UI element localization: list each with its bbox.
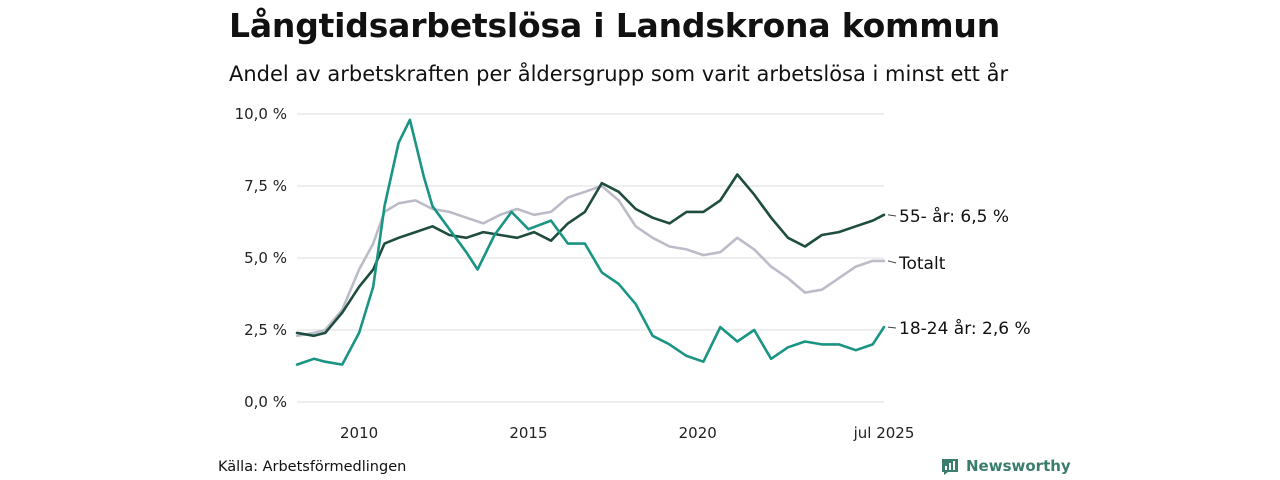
y-tick-label: 2,5 %	[244, 321, 287, 339]
x-tick-label: jul 2025	[853, 424, 915, 442]
brand-logo[interactable]: Newsworthy	[940, 456, 1071, 476]
x-axis-tick-labels: 2010 2015 2020 jul 2025	[340, 424, 914, 442]
chart-subtitle: Andel av arbetskraften per åldersgrupp s…	[229, 62, 1009, 86]
y-tick-label: 10,0 %	[235, 105, 287, 123]
gridlines	[297, 113, 884, 403]
series-end-label: 55- år: 6,5 %	[899, 206, 1009, 227]
x-tick-label: 2015	[509, 424, 547, 442]
series-end-label: Totalt	[898, 254, 946, 274]
series-lines	[295, 118, 886, 366]
chart-title: Långtidsarbetslösa i Landskrona kommun	[229, 6, 1000, 45]
source-note: Källa: Arbetsförmedlingen	[218, 459, 407, 475]
x-tick-label: 2010	[340, 424, 378, 442]
newsworthy-logo-icon	[942, 459, 958, 475]
x-tick-label: 2020	[679, 424, 717, 442]
y-axis-tick-labels: 0,0 % 2,5 % 5,0 % 7,5 % 10,0 %	[235, 105, 287, 411]
end-label-connector	[887, 326, 897, 329]
end-label-connector	[887, 214, 897, 217]
series-line-2	[295, 118, 886, 366]
series-end-label: 18-24 år: 2,6 %	[899, 318, 1031, 339]
y-tick-label: 5,0 %	[244, 249, 287, 267]
brand-name: Newsworthy	[966, 457, 1071, 475]
y-tick-label: 0,0 %	[244, 393, 287, 411]
end-label-connector	[887, 260, 897, 264]
series-end-labels: Totalt 55- år: 6,5 % 18-24 år: 2,6 %	[887, 206, 1031, 339]
series-line-0	[295, 173, 886, 338]
y-tick-label: 7,5 %	[244, 177, 287, 195]
